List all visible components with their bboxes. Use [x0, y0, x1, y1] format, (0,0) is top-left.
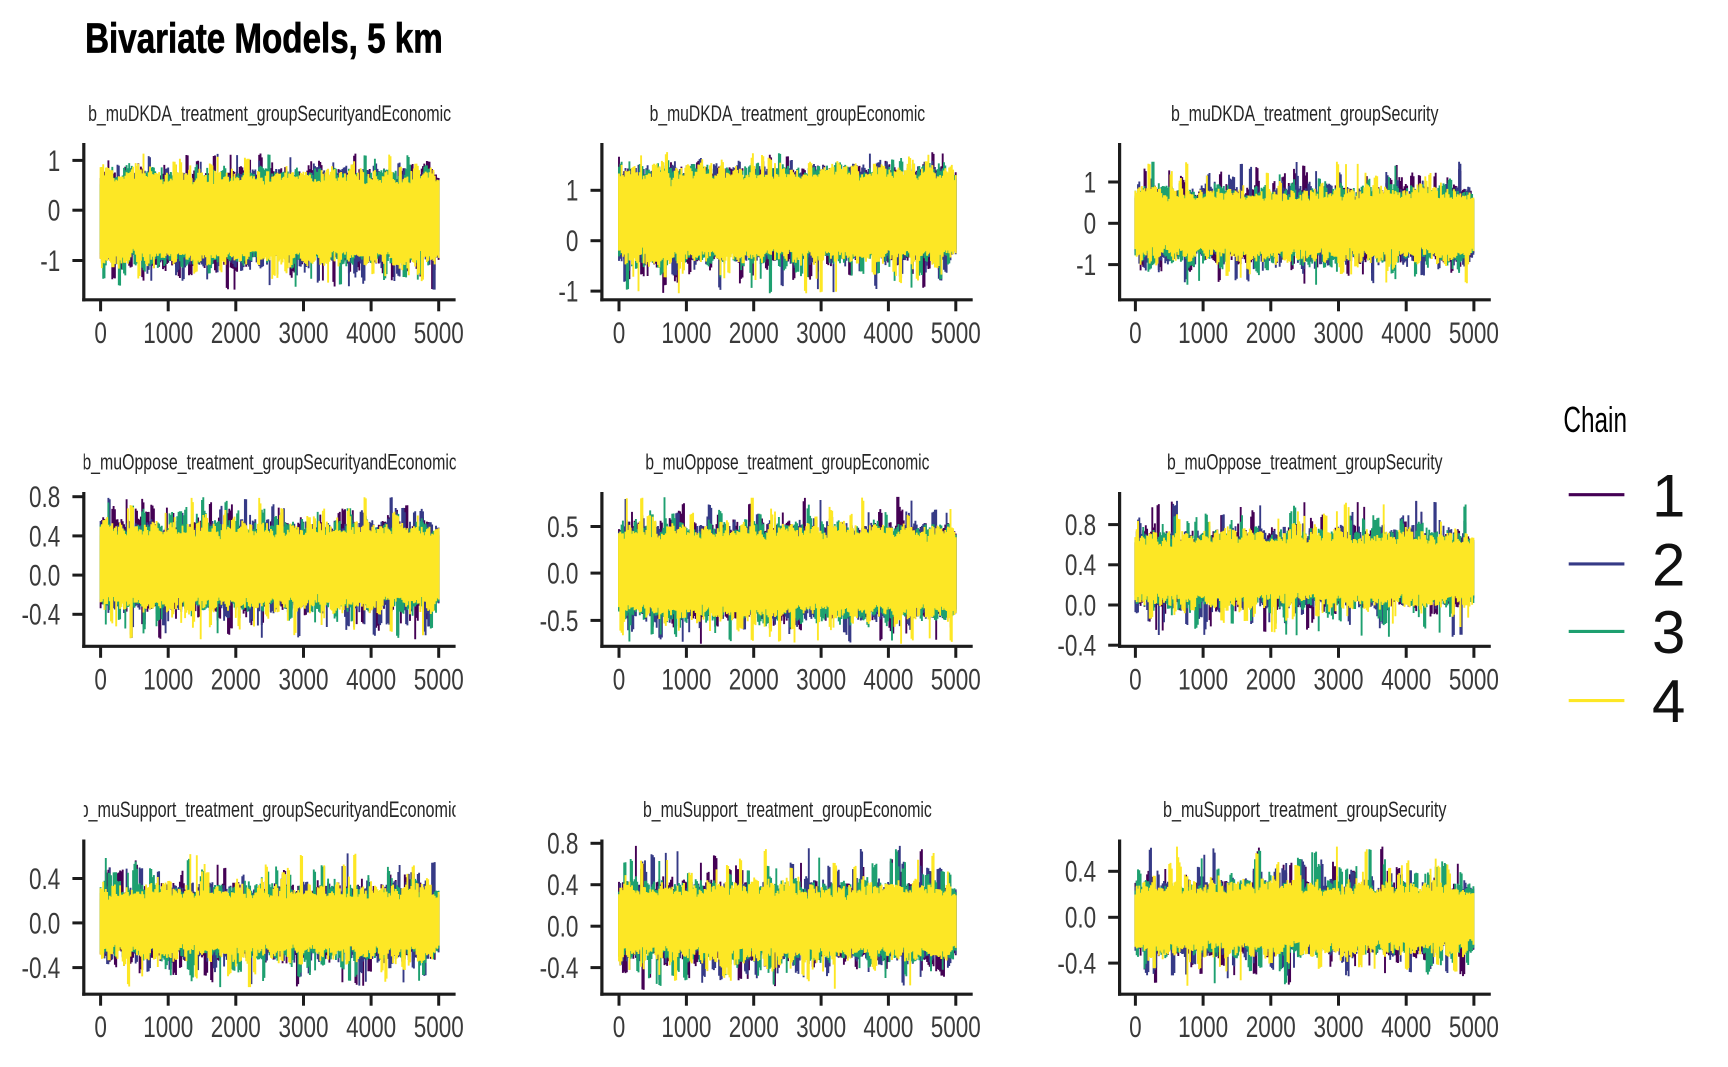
svg-text:2000: 2000 — [211, 662, 261, 696]
svg-text:b_muDKDA_treatment_groupSecuri: b_muDKDA_treatment_groupSecurityandEcono… — [88, 101, 451, 126]
svg-text:5000: 5000 — [414, 1010, 464, 1044]
svg-text:0.4: 0.4 — [547, 868, 578, 902]
svg-text:1: 1 — [1084, 165, 1097, 199]
svg-text:4: 4 — [1652, 668, 1685, 735]
svg-text:0.8: 0.8 — [547, 827, 578, 861]
svg-text:1000: 1000 — [1178, 1010, 1228, 1044]
svg-text:-1: -1 — [40, 244, 60, 278]
svg-text:-1: -1 — [1076, 248, 1096, 282]
svg-text:0.5: 0.5 — [547, 510, 578, 544]
svg-text:4000: 4000 — [1381, 1010, 1431, 1044]
svg-text:0: 0 — [48, 193, 61, 227]
svg-text:b_muSupport_treatment_groupSec: b_muSupport_treatment_groupSecurity — [1163, 797, 1447, 822]
svg-text:2000: 2000 — [211, 1010, 261, 1044]
svg-text:5000: 5000 — [1449, 1010, 1499, 1044]
svg-text:1000: 1000 — [143, 1010, 193, 1044]
svg-text:1000: 1000 — [143, 662, 193, 696]
svg-text:5000: 5000 — [414, 662, 464, 696]
svg-text:3000: 3000 — [1313, 316, 1363, 350]
svg-text:0.8: 0.8 — [1065, 508, 1096, 542]
svg-text:0: 0 — [566, 224, 579, 258]
svg-text:3000: 3000 — [278, 316, 328, 350]
svg-text:b_muOppose_treatment_groupEcon: b_muOppose_treatment_groupEconomic — [645, 450, 929, 475]
svg-text:0.4: 0.4 — [29, 519, 60, 553]
svg-text:b_muDKDA_treatment_groupEconom: b_muDKDA_treatment_groupEconomic — [650, 101, 926, 126]
svg-text:0: 0 — [1129, 662, 1142, 696]
svg-text:0: 0 — [1084, 207, 1097, 241]
svg-text:-0.4: -0.4 — [22, 951, 61, 985]
svg-text:5000: 5000 — [414, 316, 464, 350]
svg-text:b_muOppose_treatment_groupSecu: b_muOppose_treatment_groupSecurity — [1167, 450, 1443, 475]
svg-text:0.0: 0.0 — [547, 556, 578, 590]
svg-text:2000: 2000 — [729, 1010, 779, 1044]
svg-text:5000: 5000 — [931, 662, 981, 696]
svg-text:4000: 4000 — [346, 1010, 396, 1044]
svg-text:-1: -1 — [558, 274, 578, 308]
svg-text:b_muSupport_treatment_groupEco: b_muSupport_treatment_groupEconomic — [643, 797, 932, 822]
svg-text:3000: 3000 — [796, 316, 846, 350]
svg-text:5000: 5000 — [1449, 662, 1499, 696]
svg-text:4000: 4000 — [863, 662, 913, 696]
svg-text:b_muSupport_treatment_groupSec: b_muSupport_treatment_groupSecurityandEc… — [80, 797, 460, 822]
svg-text:0: 0 — [613, 316, 626, 350]
svg-text:1: 1 — [566, 174, 579, 208]
svg-text:3000: 3000 — [278, 662, 328, 696]
svg-text:4000: 4000 — [346, 662, 396, 696]
svg-text:4000: 4000 — [1381, 316, 1431, 350]
svg-text:0.4: 0.4 — [1065, 548, 1096, 582]
svg-text:4000: 4000 — [863, 1010, 913, 1044]
svg-text:2000: 2000 — [729, 316, 779, 350]
svg-text:1000: 1000 — [661, 316, 711, 350]
svg-text:0.0: 0.0 — [1065, 901, 1096, 935]
svg-text:3000: 3000 — [1313, 1010, 1363, 1044]
svg-text:0.0: 0.0 — [1065, 588, 1096, 622]
svg-text:5000: 5000 — [1449, 316, 1499, 350]
svg-text:-0.5: -0.5 — [540, 604, 579, 638]
svg-text:3000: 3000 — [1313, 662, 1363, 696]
svg-text:2: 2 — [1652, 532, 1685, 599]
svg-text:1: 1 — [1652, 462, 1685, 529]
svg-text:1000: 1000 — [1178, 662, 1228, 696]
svg-text:2000: 2000 — [1246, 1010, 1296, 1044]
svg-text:0.0: 0.0 — [29, 558, 60, 592]
svg-text:3000: 3000 — [278, 1010, 328, 1044]
svg-text:0: 0 — [94, 662, 107, 696]
svg-text:5000: 5000 — [931, 1010, 981, 1044]
svg-text:0: 0 — [94, 1010, 107, 1044]
svg-text:1000: 1000 — [661, 662, 711, 696]
svg-text:3: 3 — [1652, 599, 1685, 666]
svg-text:2000: 2000 — [1246, 316, 1296, 350]
svg-text:0.4: 0.4 — [1065, 855, 1096, 889]
svg-text:0: 0 — [1129, 1010, 1142, 1044]
svg-text:4000: 4000 — [1381, 662, 1431, 696]
svg-text:1: 1 — [48, 144, 61, 178]
svg-text:-0.4: -0.4 — [1057, 628, 1096, 662]
svg-text:Bivariate Models, 5 km: Bivariate Models, 5 km — [85, 15, 443, 62]
svg-text:1000: 1000 — [661, 1010, 711, 1044]
svg-text:Chain: Chain — [1563, 399, 1627, 440]
svg-text:3000: 3000 — [796, 1010, 846, 1044]
svg-text:1000: 1000 — [1178, 316, 1228, 350]
svg-text:2000: 2000 — [729, 662, 779, 696]
svg-text:b_muOppose_treatment_groupSecu: b_muOppose_treatment_groupSecurityandEco… — [82, 450, 457, 475]
svg-text:0.0: 0.0 — [547, 909, 578, 943]
svg-text:0.8: 0.8 — [29, 480, 60, 514]
svg-text:2000: 2000 — [211, 316, 261, 350]
svg-text:1000: 1000 — [143, 316, 193, 350]
svg-text:0: 0 — [1129, 316, 1142, 350]
svg-text:-0.4: -0.4 — [22, 598, 61, 632]
svg-text:4000: 4000 — [346, 316, 396, 350]
svg-text:0: 0 — [94, 316, 107, 350]
svg-text:0: 0 — [613, 1010, 626, 1044]
svg-text:2000: 2000 — [1246, 662, 1296, 696]
svg-text:-0.4: -0.4 — [540, 951, 579, 985]
svg-text:4000: 4000 — [863, 316, 913, 350]
svg-text:0.4: 0.4 — [29, 862, 60, 896]
svg-text:-0.4: -0.4 — [1057, 946, 1096, 980]
svg-text:0: 0 — [613, 662, 626, 696]
svg-text:b_muDKDA_treatment_groupSecuri: b_muDKDA_treatment_groupSecurity — [1171, 101, 1439, 126]
svg-text:0.0: 0.0 — [29, 906, 60, 940]
svg-text:5000: 5000 — [931, 316, 981, 350]
svg-text:3000: 3000 — [796, 662, 846, 696]
